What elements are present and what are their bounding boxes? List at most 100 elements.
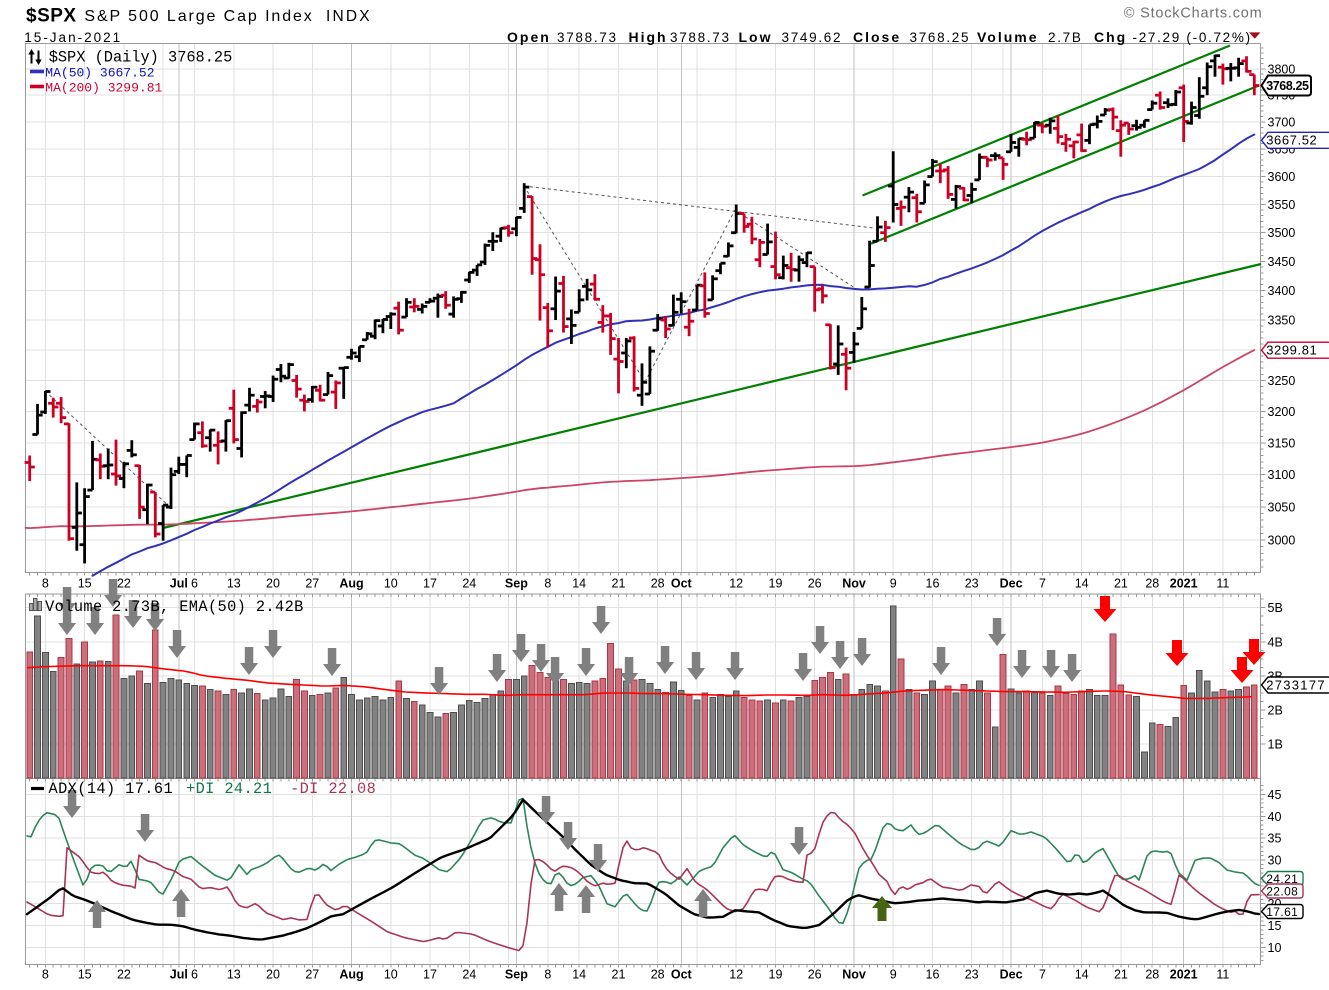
svg-text:Volume: Volume — [977, 29, 1039, 45]
svg-text:MA(50) 3667.52: MA(50) 3667.52 — [45, 66, 154, 81]
svg-text:2021: 2021 — [1170, 577, 1198, 591]
svg-text:8: 8 — [544, 577, 551, 591]
svg-text:2021: 2021 — [1170, 968, 1198, 982]
svg-text:3200: 3200 — [1268, 405, 1296, 419]
svg-text:21: 21 — [1114, 577, 1128, 591]
svg-text:3000: 3000 — [1268, 534, 1296, 548]
svg-text:-DI 22.08: -DI 22.08 — [290, 780, 376, 798]
svg-text:19: 19 — [769, 577, 783, 591]
svg-text:8: 8 — [42, 577, 49, 591]
svg-text:6: 6 — [191, 968, 198, 982]
svg-text:Nov: Nov — [842, 968, 866, 982]
svg-text:12: 12 — [729, 577, 743, 591]
svg-text:27: 27 — [305, 577, 319, 591]
svg-text:15: 15 — [78, 577, 92, 591]
svg-text:3600: 3600 — [1268, 170, 1296, 184]
svg-text:22: 22 — [117, 577, 131, 591]
svg-text:19: 19 — [769, 968, 783, 982]
svg-text:4B: 4B — [1268, 635, 1283, 649]
svg-text:Jul: Jul — [170, 968, 188, 982]
svg-text:10: 10 — [384, 577, 398, 591]
svg-text:13: 13 — [227, 968, 241, 982]
svg-text:40: 40 — [1268, 810, 1282, 824]
svg-text:22: 22 — [117, 968, 131, 982]
svg-text:3700: 3700 — [1268, 116, 1296, 130]
svg-text:INDX: INDX — [326, 8, 372, 25]
svg-text:3500: 3500 — [1268, 226, 1296, 240]
svg-text:S&P 500 Large Cap Index: S&P 500 Large Cap Index — [84, 8, 313, 25]
svg-text:8: 8 — [42, 968, 49, 982]
svg-text:30: 30 — [1268, 854, 1282, 868]
svg-text:21: 21 — [612, 577, 626, 591]
svg-text:26: 26 — [808, 968, 822, 982]
svg-text:28: 28 — [1145, 577, 1159, 591]
svg-text:6: 6 — [191, 577, 198, 591]
svg-text:7: 7 — [1039, 577, 1046, 591]
svg-text:3667.52: 3667.52 — [1266, 133, 1317, 148]
svg-text:14: 14 — [1075, 577, 1089, 591]
svg-text:28: 28 — [651, 577, 665, 591]
svg-text:28: 28 — [651, 968, 665, 982]
svg-text:ADX(14) 17.61: ADX(14) 17.61 — [49, 780, 174, 798]
svg-text:Low: Low — [739, 29, 773, 45]
svg-text:MA(200) 3299.81: MA(200) 3299.81 — [45, 81, 162, 96]
svg-text:1B: 1B — [1268, 738, 1283, 752]
svg-text:3350: 3350 — [1268, 314, 1296, 328]
svg-text:Aug: Aug — [339, 577, 363, 591]
svg-text:3768.25: 3768.25 — [910, 30, 971, 45]
svg-text:3100: 3100 — [1268, 468, 1296, 482]
svg-text:3450: 3450 — [1268, 255, 1296, 269]
svg-text:Open: Open — [507, 29, 551, 45]
svg-text:3788.73: 3788.73 — [670, 30, 731, 45]
svg-text:11: 11 — [1216, 968, 1229, 982]
svg-text:3150: 3150 — [1268, 436, 1296, 450]
svg-text:2.7B: 2.7B — [1048, 30, 1083, 45]
svg-text:14: 14 — [572, 577, 586, 591]
svg-text:28: 28 — [1145, 968, 1159, 982]
svg-text:14: 14 — [572, 968, 586, 982]
svg-text:3768.25: 3768.25 — [1266, 79, 1309, 93]
svg-text:24: 24 — [462, 577, 476, 591]
svg-text:20: 20 — [266, 968, 280, 982]
svg-text:8: 8 — [544, 968, 551, 982]
svg-text:Chg: Chg — [1094, 29, 1127, 45]
svg-text:Dec: Dec — [1000, 968, 1023, 982]
svg-text:Jul: Jul — [170, 577, 188, 591]
svg-text:3400: 3400 — [1268, 284, 1296, 298]
svg-text:Nov: Nov — [842, 577, 866, 591]
svg-text:Volume 2.73B, EMA(50) 2.42B: Volume 2.73B, EMA(50) 2.42B — [45, 598, 304, 616]
svg-text:10: 10 — [384, 968, 398, 982]
svg-text:3250: 3250 — [1268, 374, 1296, 388]
svg-text:2733177: 2733177 — [1266, 677, 1326, 692]
svg-text:2B: 2B — [1268, 704, 1283, 718]
svg-text:Aug: Aug — [339, 968, 363, 982]
svg-text:9: 9 — [890, 577, 897, 591]
svg-text:© StockCharts.com: © StockCharts.com — [1124, 6, 1263, 22]
svg-text:Sep: Sep — [505, 968, 528, 982]
svg-text:24.21: 24.21 — [1266, 872, 1298, 886]
svg-text:3749.62: 3749.62 — [782, 30, 843, 45]
svg-text:20: 20 — [266, 577, 280, 591]
svg-text:Dec: Dec — [1000, 577, 1023, 591]
svg-text:21: 21 — [612, 968, 626, 982]
svg-text:3800: 3800 — [1268, 62, 1296, 76]
svg-text:23: 23 — [965, 577, 979, 591]
svg-text:High: High — [629, 29, 668, 45]
svg-text:3050: 3050 — [1268, 501, 1296, 515]
svg-text:10: 10 — [1268, 941, 1282, 955]
svg-text:12: 12 — [729, 968, 743, 982]
svg-text:$SPX (Daily) 3768.25: $SPX (Daily) 3768.25 — [49, 49, 233, 67]
svg-text:26: 26 — [808, 577, 822, 591]
svg-text:15-Jan-2021: 15-Jan-2021 — [24, 30, 122, 45]
svg-text:17.61: 17.61 — [1266, 905, 1298, 919]
svg-text:3299.81: 3299.81 — [1266, 343, 1317, 358]
svg-text:+DI 24.21: +DI 24.21 — [186, 780, 272, 798]
svg-text:11: 11 — [1216, 577, 1229, 591]
svg-text:23: 23 — [965, 968, 979, 982]
svg-text:15: 15 — [1268, 919, 1282, 933]
svg-text:Oct: Oct — [671, 968, 693, 982]
svg-text:17: 17 — [423, 968, 437, 982]
svg-text:15: 15 — [78, 968, 92, 982]
svg-text:$SPX: $SPX — [26, 6, 77, 27]
svg-text:35: 35 — [1268, 832, 1282, 846]
